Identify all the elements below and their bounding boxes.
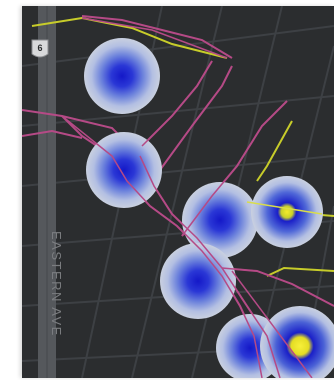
heat-spot-4[interactable] bbox=[251, 176, 323, 248]
map-canvas[interactable]: 6 EASTERN AVE bbox=[22, 6, 334, 378]
eastern-ave-road bbox=[38, 6, 56, 378]
heat-spot-3[interactable] bbox=[182, 182, 258, 258]
heat-spot-1[interactable] bbox=[84, 38, 160, 114]
heat-spot-6[interactable] bbox=[260, 306, 334, 378]
route-shield-icon: 6 bbox=[31, 39, 49, 58]
heat-layer bbox=[84, 38, 334, 378]
route-shield-number: 6 bbox=[37, 43, 42, 53]
street-label-eastern-ave: EASTERN AVE bbox=[49, 231, 64, 337]
heatmap-map[interactable]: 6 EASTERN AVE bbox=[22, 6, 334, 378]
overlay-roads bbox=[61, 17, 334, 378]
